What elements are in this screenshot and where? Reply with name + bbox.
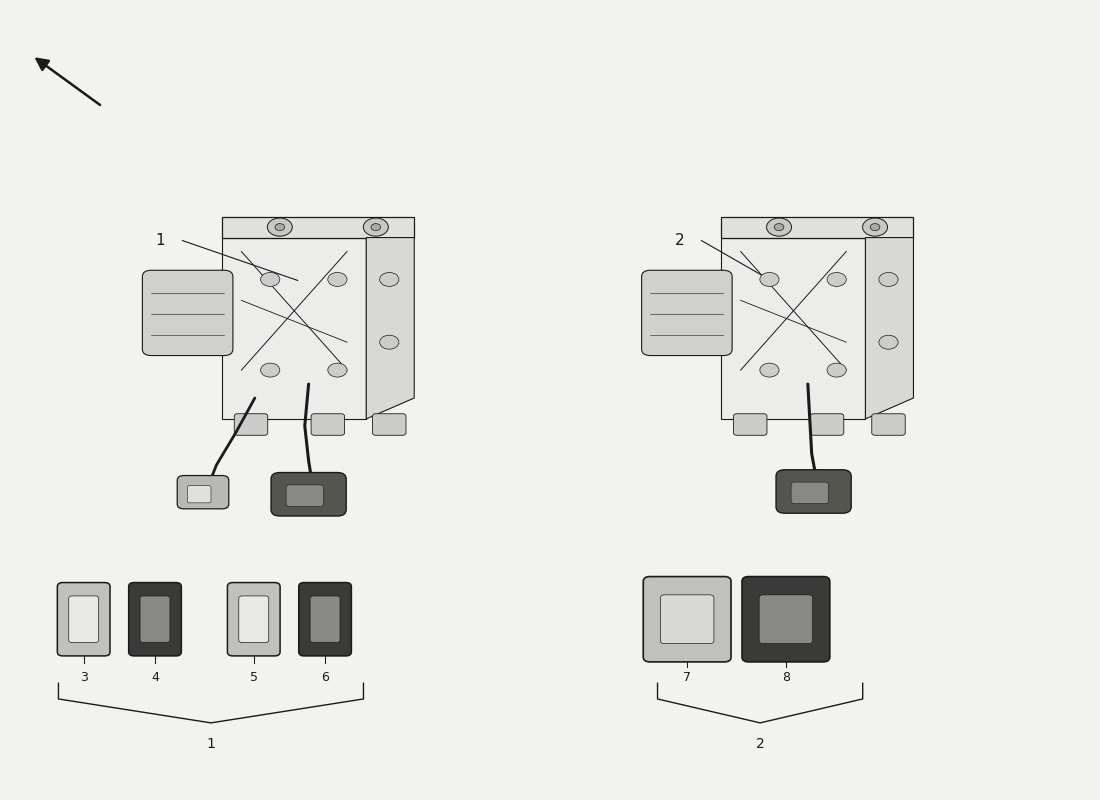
Polygon shape xyxy=(722,217,913,238)
Text: 8: 8 xyxy=(782,671,790,684)
Circle shape xyxy=(774,224,784,230)
Circle shape xyxy=(379,335,399,349)
FancyBboxPatch shape xyxy=(271,473,346,516)
Text: 7: 7 xyxy=(683,671,691,684)
Circle shape xyxy=(767,218,792,236)
FancyBboxPatch shape xyxy=(142,270,233,355)
Text: 5: 5 xyxy=(250,671,257,684)
Circle shape xyxy=(879,273,898,286)
FancyBboxPatch shape xyxy=(776,470,851,514)
Circle shape xyxy=(371,224,381,230)
FancyBboxPatch shape xyxy=(734,414,767,435)
FancyBboxPatch shape xyxy=(742,577,829,662)
Circle shape xyxy=(870,224,880,230)
Text: 1: 1 xyxy=(207,738,216,751)
FancyBboxPatch shape xyxy=(644,577,732,662)
FancyBboxPatch shape xyxy=(68,596,99,642)
FancyBboxPatch shape xyxy=(286,485,323,506)
Polygon shape xyxy=(722,238,866,419)
FancyBboxPatch shape xyxy=(234,414,267,435)
FancyBboxPatch shape xyxy=(310,596,340,642)
Text: 2: 2 xyxy=(756,738,764,751)
Circle shape xyxy=(275,224,285,230)
Circle shape xyxy=(862,218,888,236)
FancyBboxPatch shape xyxy=(872,414,905,435)
Circle shape xyxy=(879,335,898,349)
FancyBboxPatch shape xyxy=(177,475,229,509)
Polygon shape xyxy=(366,238,415,419)
FancyBboxPatch shape xyxy=(57,582,110,656)
FancyBboxPatch shape xyxy=(373,414,406,435)
FancyBboxPatch shape xyxy=(660,595,714,644)
FancyBboxPatch shape xyxy=(187,486,211,503)
FancyBboxPatch shape xyxy=(641,270,733,355)
Text: 4: 4 xyxy=(151,671,158,684)
Circle shape xyxy=(363,218,388,236)
Text: 1: 1 xyxy=(156,233,165,247)
FancyBboxPatch shape xyxy=(228,582,280,656)
Text: 2: 2 xyxy=(674,233,684,247)
Polygon shape xyxy=(866,238,913,419)
FancyBboxPatch shape xyxy=(759,595,813,644)
Text: 3: 3 xyxy=(79,671,88,684)
Circle shape xyxy=(379,273,399,286)
FancyBboxPatch shape xyxy=(140,596,170,642)
Circle shape xyxy=(827,273,846,286)
FancyBboxPatch shape xyxy=(791,482,828,504)
Circle shape xyxy=(261,363,279,377)
Text: 6: 6 xyxy=(321,671,329,684)
FancyBboxPatch shape xyxy=(299,582,351,656)
FancyBboxPatch shape xyxy=(311,414,344,435)
Circle shape xyxy=(267,218,293,236)
FancyBboxPatch shape xyxy=(129,582,182,656)
Circle shape xyxy=(760,273,779,286)
Circle shape xyxy=(261,273,279,286)
Circle shape xyxy=(760,363,779,377)
FancyBboxPatch shape xyxy=(239,596,268,642)
Circle shape xyxy=(328,273,346,286)
Circle shape xyxy=(328,363,346,377)
FancyBboxPatch shape xyxy=(811,414,844,435)
Polygon shape xyxy=(222,238,366,419)
Circle shape xyxy=(827,363,846,377)
Polygon shape xyxy=(222,217,415,238)
